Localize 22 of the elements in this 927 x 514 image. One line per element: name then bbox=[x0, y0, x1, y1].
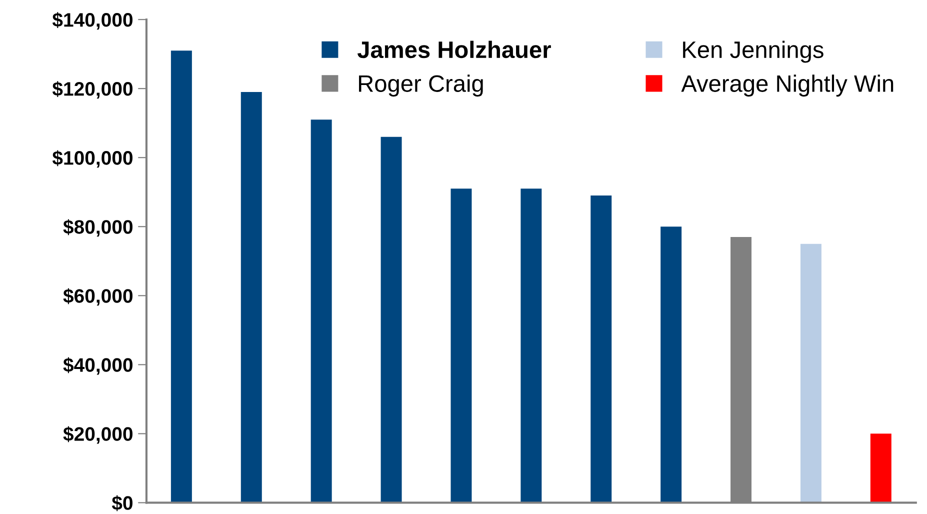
bar bbox=[240, 92, 262, 503]
bar bbox=[450, 188, 472, 503]
y-tick-label: $120,000 bbox=[52, 81, 132, 99]
bar bbox=[660, 226, 682, 503]
y-tick-label: $80,000 bbox=[63, 219, 132, 237]
legend-label: Ken Jennings bbox=[683, 40, 824, 63]
bar bbox=[590, 196, 612, 503]
legend-label: James Holzhauer bbox=[357, 40, 551, 58]
bar bbox=[310, 120, 332, 503]
y-tick-label: $140,000 bbox=[52, 12, 132, 30]
y-tick-label: $40,000 bbox=[63, 357, 132, 375]
bar bbox=[800, 244, 822, 503]
legend-label: Roger Craig bbox=[359, 74, 483, 97]
y-tick-label: $100,000 bbox=[52, 150, 132, 168]
bar bbox=[870, 434, 892, 503]
y-tick-label: $60,000 bbox=[63, 288, 132, 306]
y-tick-label: $0 bbox=[112, 495, 132, 512]
y-tick-label: $20,000 bbox=[63, 426, 132, 444]
bar bbox=[170, 50, 192, 503]
bar bbox=[380, 136, 402, 503]
bar bbox=[520, 188, 542, 503]
legend-label: Average Nightly Win bbox=[681, 74, 894, 97]
